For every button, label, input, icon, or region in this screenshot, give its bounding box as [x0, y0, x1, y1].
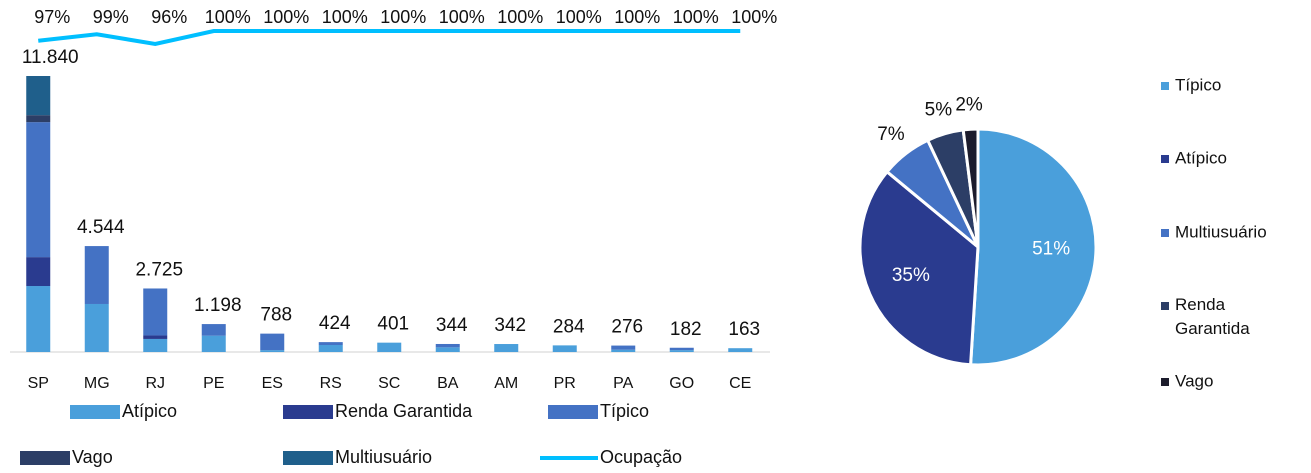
pie-label: 51%	[1032, 238, 1070, 259]
line-label: 100%	[205, 7, 251, 27]
bar-segment	[611, 349, 636, 352]
legend-label: Renda Garantida	[1175, 295, 1250, 338]
total-label: 2.725	[135, 259, 183, 280]
pie-label: 35%	[892, 265, 930, 286]
line-label: 100%	[731, 7, 777, 27]
legend-label: Ocupação	[600, 447, 682, 467]
line-label: 100%	[614, 7, 660, 27]
legend-label: Multiusuário	[1175, 222, 1267, 241]
line-label: 99%	[93, 7, 129, 27]
legend-swatch	[20, 451, 70, 465]
total-label: 342	[494, 315, 526, 336]
total-label: 4.544	[77, 217, 125, 238]
bar-segment	[318, 345, 343, 352]
bar-segment	[377, 342, 402, 352]
bar-segment	[260, 333, 285, 351]
x-tick-label: CE	[729, 375, 751, 392]
bar-segment	[143, 335, 168, 339]
x-tick-label: PR	[554, 375, 576, 392]
x-tick-label: MG	[84, 375, 110, 392]
legend-swatch	[1161, 302, 1169, 310]
line-label: 100%	[322, 7, 368, 27]
line-label: 100%	[263, 7, 309, 27]
line-label: 100%	[497, 7, 543, 27]
total-label: 1.198	[194, 295, 242, 316]
legend-label: Típico	[600, 401, 649, 421]
total-label: 284	[553, 316, 585, 337]
legend-swatch	[70, 405, 120, 419]
bar-segment	[201, 324, 226, 336]
x-tick-label: PE	[203, 375, 224, 392]
bar-segment	[26, 286, 51, 352]
legend-swatch	[1161, 378, 1169, 386]
pie-label: 7%	[877, 124, 905, 145]
x-tick-label: PA	[613, 375, 633, 392]
bar-segment	[728, 348, 753, 352]
legend-label: Típico	[1175, 75, 1221, 94]
legend-swatch	[1161, 155, 1169, 163]
x-tick-label: RS	[320, 375, 342, 392]
legend-label: Vago	[72, 447, 113, 467]
total-label: 182	[670, 319, 702, 340]
x-tick-label: AM	[494, 375, 518, 392]
bar-segment	[318, 342, 343, 346]
bar-segment	[435, 343, 460, 348]
bar-segment	[260, 350, 285, 352]
line-label: 100%	[673, 7, 719, 27]
line-label: 96%	[151, 7, 187, 27]
total-label: 788	[260, 305, 292, 326]
x-tick-label: RJ	[145, 375, 165, 392]
bar-segment	[494, 344, 519, 352]
line-label: 100%	[439, 7, 485, 27]
pie-label: 2%	[955, 94, 983, 115]
pie-label: 5%	[925, 100, 953, 121]
legend-label: Vago	[1175, 371, 1213, 390]
bar-segment	[84, 303, 109, 352]
legend-label: Multiusuário	[335, 447, 432, 467]
bar-segment	[26, 76, 51, 116]
bar-segment	[669, 347, 694, 351]
legend-label: Atípico	[1175, 148, 1227, 167]
bar-segment	[669, 350, 694, 352]
legend-swatch	[283, 405, 333, 419]
bar-segment	[435, 347, 460, 352]
legend-swatch	[1161, 229, 1169, 237]
legend-label: Renda Garantida	[335, 401, 473, 421]
total-label: 344	[436, 315, 468, 336]
total-label: 276	[611, 317, 643, 338]
bar-segment	[26, 122, 51, 258]
total-label: 424	[319, 313, 351, 334]
bar-segment	[201, 335, 226, 352]
bar-segment	[143, 338, 168, 352]
total-label: 401	[377, 314, 409, 335]
x-tick-label: ES	[262, 375, 283, 392]
x-tick-label: SP	[28, 375, 49, 392]
bar-segment	[552, 345, 577, 352]
x-tick-label: BA	[437, 375, 459, 392]
bar-segment	[26, 257, 51, 287]
line-label: 97%	[34, 7, 70, 27]
bar-segment	[143, 288, 168, 336]
legend-label: Atípico	[122, 401, 177, 421]
legend-swatch	[1161, 82, 1169, 90]
x-tick-label: SC	[378, 375, 400, 392]
total-label: 163	[728, 319, 760, 340]
bar-segment	[84, 246, 109, 304]
pie-slice	[968, 127, 1098, 367]
x-tick-label: GO	[669, 375, 694, 392]
line	[38, 29, 741, 47]
line-label: 100%	[556, 7, 602, 27]
legend-swatch	[548, 405, 598, 419]
total-label: 11.840	[22, 47, 79, 68]
pie-slice	[858, 169, 980, 367]
line-label: 100%	[380, 7, 426, 27]
pie-slice	[961, 127, 980, 248]
legend-swatch	[283, 451, 333, 465]
bar-segment	[611, 345, 636, 350]
bar-segment	[26, 115, 51, 123]
